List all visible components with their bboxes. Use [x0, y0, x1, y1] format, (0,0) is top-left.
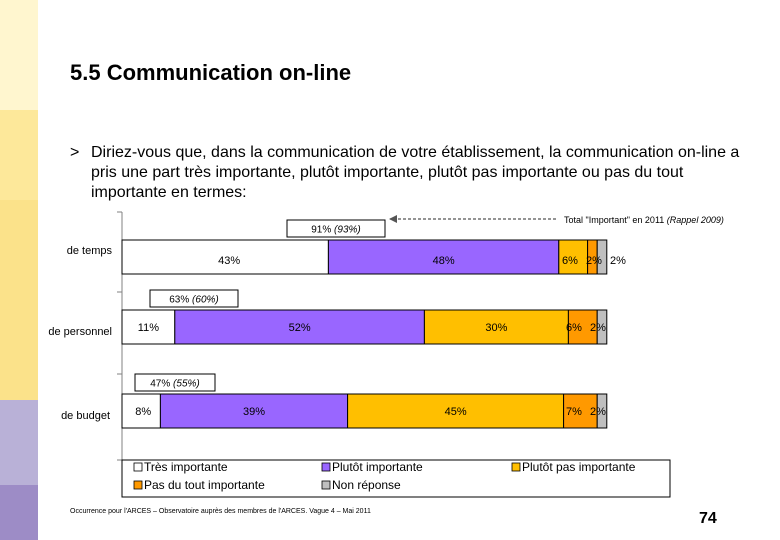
bar-segment	[121, 309, 176, 345]
legend-label: Non réponse	[332, 478, 401, 492]
question-marker: >	[70, 144, 80, 161]
bar-segment	[174, 309, 425, 345]
total-previous: (60%)	[192, 295, 219, 306]
total-label: 63% (60%)	[169, 295, 218, 306]
sidebar-band	[0, 0, 38, 110]
legend-swatch	[321, 480, 331, 490]
legend-swatch	[133, 480, 143, 490]
legend-label: Plutôt importante	[332, 460, 423, 474]
sidebar-band	[0, 200, 38, 400]
total-previous: (55%)	[173, 379, 200, 390]
data-label: 6%	[566, 322, 582, 334]
total-box	[149, 289, 239, 308]
bar-segment	[596, 239, 608, 275]
category-label: de personnel	[48, 326, 112, 338]
page-title: 5.5 Communication on-line	[70, 60, 352, 85]
sidebar-decoration	[0, 0, 38, 540]
annotation-label: Total "Important" en 2011 (Rappel 2009)	[564, 215, 724, 225]
page-number: 74	[699, 510, 717, 527]
sidebar-band	[0, 485, 38, 540]
bar-segment	[347, 393, 565, 429]
bar-segment	[558, 239, 589, 275]
legend-label: Très importante	[144, 460, 228, 474]
data-label: 45%	[445, 406, 467, 418]
data-label: 43%	[218, 255, 240, 267]
data-label: 11%	[138, 322, 159, 334]
legend-box	[121, 459, 671, 498]
total-box	[134, 373, 216, 392]
annotation-text: Total "Important" en 2011	[564, 215, 667, 225]
annotation-note: (Rappel 2009)	[667, 215, 724, 225]
total-value: 47%	[150, 379, 173, 390]
bar-segment	[121, 239, 329, 275]
bar-segment	[121, 393, 161, 429]
footnote: Occurrence pour l'ARCES – Observatoire a…	[70, 508, 371, 515]
sidebar-band	[0, 400, 38, 485]
data-label: 6%	[562, 255, 578, 267]
data-label: 2%	[590, 322, 606, 334]
data-label: 8%	[135, 406, 151, 418]
bar-segment	[596, 393, 608, 429]
data-label: 7%	[566, 406, 582, 418]
sidebar-band	[0, 110, 38, 200]
bar-segment	[159, 393, 349, 429]
category-label: de budget	[61, 410, 110, 422]
legend-swatch	[133, 462, 143, 472]
total-label: 91% (93%)	[311, 225, 360, 236]
legend-swatch	[511, 462, 521, 472]
data-label: 48%	[433, 255, 455, 267]
data-label: 30%	[485, 322, 507, 334]
bar-segment	[563, 393, 598, 429]
bar-segment	[423, 309, 569, 345]
total-box	[286, 219, 386, 238]
data-label: 39%	[243, 406, 265, 418]
total-value: 91%	[311, 225, 334, 236]
data-label: 2%	[586, 255, 602, 267]
bar-segment	[596, 309, 608, 345]
data-label: 2%	[610, 255, 626, 267]
question-body: Diriez-vous que, dans la communication d…	[91, 144, 740, 201]
total-previous: (93%)	[334, 225, 361, 236]
question-text: > Diriez-vous que, dans la communication…	[70, 143, 750, 203]
total-value: 63%	[169, 295, 192, 306]
total-label: 47% (55%)	[150, 379, 199, 390]
bar-segment	[327, 239, 560, 275]
data-label: 2%	[590, 406, 606, 418]
category-label: de temps	[67, 245, 113, 257]
legend-label: Pas du tout importante	[144, 478, 265, 492]
legend-swatch	[321, 462, 331, 472]
legend-label: Plutôt pas importante	[522, 460, 636, 474]
data-label: 52%	[289, 322, 311, 334]
